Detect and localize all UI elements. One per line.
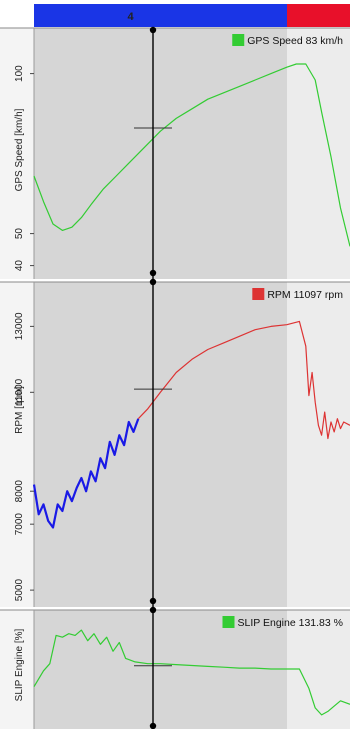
legend-text: RPM 11097 rpm (267, 289, 343, 301)
legend-unit: km/h (320, 35, 343, 47)
legend-value: 83 (306, 35, 321, 47)
legend-series-name: GPS Speed (247, 35, 305, 47)
legend-swatch (252, 288, 264, 300)
y-tick-label: 7000 (14, 513, 25, 536)
y-tick-label: 50 (14, 228, 25, 240)
lap-segment[interactable] (34, 4, 287, 27)
legend-swatch (232, 34, 244, 46)
y-tick-label: 5000 (14, 579, 25, 602)
lap-segment[interactable] (287, 4, 350, 27)
legend-series-name: SLIP Engine (238, 617, 299, 629)
legend-series-name: RPM (267, 289, 293, 301)
legend-text: GPS Speed 83 km/h (247, 35, 343, 47)
legend-swatch (223, 616, 235, 628)
legend-text: SLIP Engine 131.83 % (238, 617, 344, 629)
legend-value: 11097 (294, 289, 325, 301)
y-axis-title: SLIP Engine [%] (14, 628, 25, 701)
y-axis-title: GPS Speed [km/h] (14, 108, 25, 191)
y-tick-label: 40 (14, 260, 25, 272)
y-tick-label: 100 (14, 65, 25, 82)
cursor-handle[interactable] (150, 27, 156, 33)
chart-panel[interactable]: SLIP Engine [%] SLIP Engine 131.83 % (0, 610, 350, 729)
legend: SLIP Engine 131.83 % (223, 616, 344, 629)
y-axis-title: RPM [rpm] (14, 386, 25, 434)
y-tick-label: 8000 (14, 480, 25, 503)
lap-number-label: 4 (127, 11, 134, 23)
cursor-handle[interactable] (150, 598, 156, 604)
cursor-handle[interactable] (150, 723, 156, 729)
legend-value: 131.83 (299, 617, 334, 629)
plot-background (34, 282, 287, 607)
y-tick-label: 13000 (14, 312, 25, 340)
legend: GPS Speed 83 km/h (232, 34, 343, 47)
plot-background (34, 28, 287, 279)
cursor-handle[interactable] (150, 270, 156, 276)
legend-unit: rpm (325, 289, 343, 301)
chart-panel[interactable]: 100 50 40 GPS Speed [km/h] GPS Speed 83 km/h (0, 28, 350, 279)
lap-bar[interactable]: 4 (34, 4, 350, 27)
cursor-handle[interactable] (150, 279, 156, 285)
legend-unit: % (334, 617, 343, 629)
plot-background-out-lap (287, 28, 350, 279)
cursor-handle[interactable] (150, 607, 156, 613)
plot-background-out-lap (287, 282, 350, 607)
